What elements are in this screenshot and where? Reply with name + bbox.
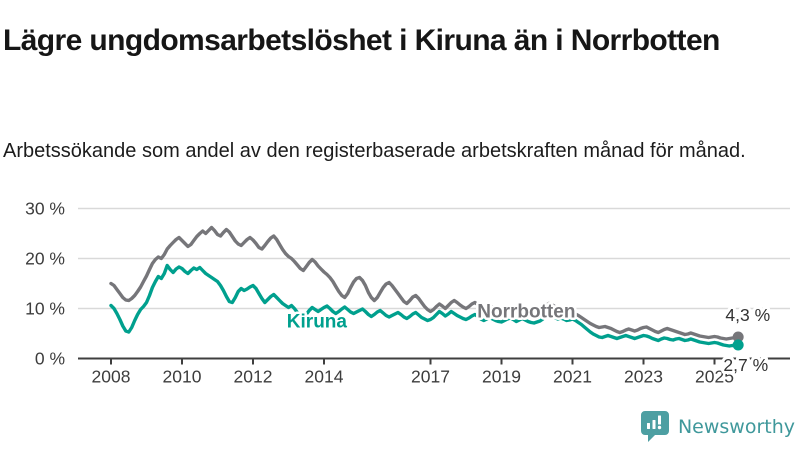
x-tick-label: 2021 [553, 367, 592, 387]
x-tick-label: 2017 [411, 367, 450, 387]
x-tick-label: 2010 [163, 367, 202, 387]
x-tick-label: 2025 [695, 367, 734, 387]
x-tick-label: 2008 [92, 367, 131, 387]
y-tick-label: 0 % [35, 349, 65, 369]
series-label-norrbotten: Norrbotten [477, 302, 575, 323]
brand-name: Newsworthy [677, 415, 795, 438]
y-tick-label: 30 % [25, 199, 65, 219]
end-value-label-kiruna: 2,7 % [723, 355, 768, 375]
x-tick-label: 2023 [624, 367, 663, 387]
end-dot-norrbotten [732, 331, 744, 343]
end-dot-kiruna [732, 339, 744, 351]
series-line-norrbotten [109, 225, 740, 341]
series-line-kiruna [109, 263, 740, 348]
end-value-label-norrbotten: 4,3 % [725, 305, 770, 325]
page-title: Lägre ungdomsarbetslöshet i Kiruna än i … [3, 24, 720, 58]
x-tick-label: 2019 [482, 367, 521, 387]
newsworthy-logo: Newsworthy [640, 410, 795, 443]
series-label-kiruna: Kiruna [287, 312, 348, 333]
x-tick-label: 2012 [234, 367, 273, 387]
bar-chart-bubble-icon [640, 410, 670, 443]
y-tick-label: 10 % [25, 299, 65, 319]
y-tick-label: 20 % [25, 249, 65, 269]
chart-subtitle: Arbetssökande som andel av den registerb… [3, 140, 746, 162]
x-tick-label: 2014 [305, 367, 344, 387]
